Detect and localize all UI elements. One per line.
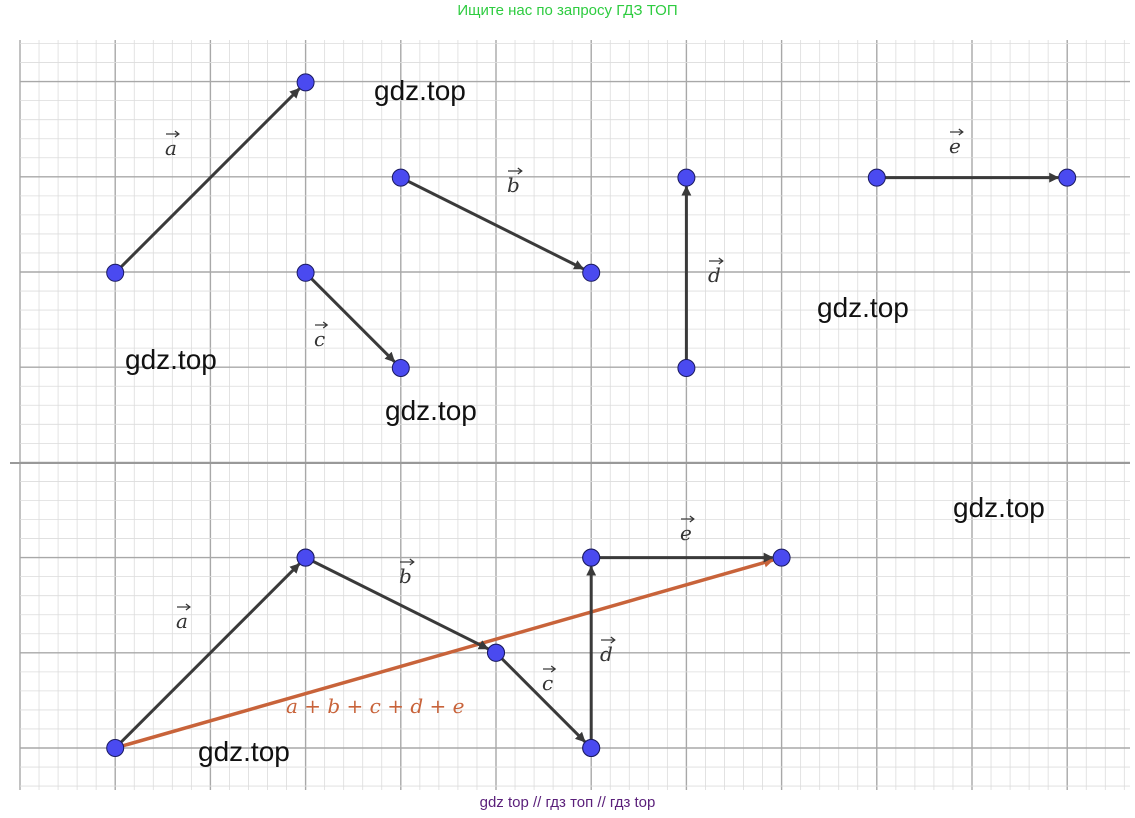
label-a-bottom: a <box>176 609 188 633</box>
watermark: gdz.top <box>817 292 909 323</box>
labels-layer: a b c d e a b c d e a + b + c + d + e <box>165 128 964 718</box>
vector-arrow-mark <box>517 167 523 175</box>
point <box>582 263 601 282</box>
bottom-vector-a <box>114 562 301 750</box>
point <box>296 263 315 282</box>
point <box>296 73 315 92</box>
points-layer <box>106 73 1077 757</box>
point <box>677 359 696 377</box>
label-b-top: b <box>507 173 520 197</box>
watermark: gdz.top <box>374 75 466 106</box>
bottom-vector-c <box>494 651 586 743</box>
label-sum: a + b + c + d + e <box>286 694 464 718</box>
label-d-top: d <box>708 263 721 287</box>
point <box>106 739 125 757</box>
footer-credit: gdz top // гдз топ // гдз top <box>479 794 656 811</box>
point <box>391 359 410 377</box>
point <box>867 168 886 187</box>
watermark: gdz.top <box>385 395 477 426</box>
point <box>582 739 601 757</box>
point <box>1058 168 1077 187</box>
label-c-top: c <box>314 327 325 351</box>
watermark: gdz.top <box>198 736 290 767</box>
watermark: gdz.top <box>125 344 217 375</box>
point <box>582 548 601 567</box>
point <box>772 548 791 567</box>
vector-arrow-mark <box>550 665 557 673</box>
vector-arrow-mark <box>409 558 415 566</box>
top-vector-b <box>400 176 585 271</box>
vector-arrow-mark <box>958 128 964 136</box>
vector-arrow-mark <box>718 257 724 265</box>
vectors-layer <box>114 87 1060 750</box>
watermark: gdz.top <box>953 492 1045 523</box>
point <box>106 263 125 282</box>
vector-arrow-mark <box>689 515 695 523</box>
label-b-bottom: b <box>399 564 412 588</box>
bottom-vector-b <box>304 556 489 651</box>
top-vector-a <box>114 87 301 274</box>
point <box>487 643 505 662</box>
point <box>296 548 315 567</box>
vector-arrow-mark <box>610 636 616 644</box>
vector-arrow-mark <box>174 130 180 138</box>
vector-arrow-mark <box>185 603 191 611</box>
label-a-top: a <box>165 136 177 160</box>
grid <box>10 40 1130 790</box>
label-e-top: e <box>949 134 961 158</box>
label-c-bottom: c <box>542 671 553 695</box>
vector-arrow-mark <box>322 321 329 329</box>
sum-layer <box>114 557 774 750</box>
sum-vector <box>114 557 774 750</box>
label-d-bottom: d <box>600 642 613 666</box>
point <box>391 168 410 187</box>
top-vector-c <box>304 271 396 363</box>
point <box>677 168 696 187</box>
watermarks: gdz.top gdz.top gdz.top gdz.top gdz.top … <box>125 75 1045 767</box>
label-e-bottom: e <box>680 521 692 545</box>
top-banner: Ищите нас по запросу ГДЗ ТОП <box>457 2 678 19</box>
